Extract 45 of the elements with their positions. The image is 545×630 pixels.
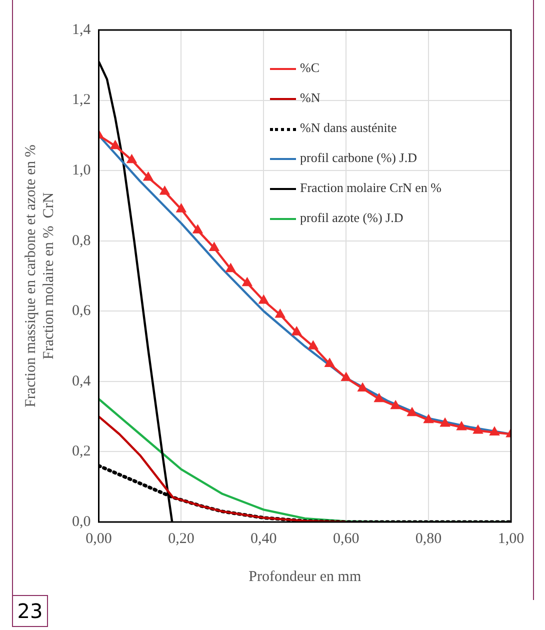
y-tick-label: 0,4 [72,373,92,390]
x-axis-title: Profondeur en mm [248,568,362,585]
legend-label: %N [300,90,320,106]
text: 23 [12,595,48,627]
legend-label: profil carbone (%) J.D [300,150,417,166]
y-tick-label: 0,2 [72,444,91,460]
y-tick-label: 0,0 [72,514,91,530]
y-axis-title: Fraction massique en carbone et azote en % Fraction molaire en % CrN [22,144,57,408]
x-tick-label: 0,40 [250,530,277,547]
point [490,427,500,436]
y-tick-label: 1,2 [72,92,91,108]
y-tick-label: 1,4 [72,22,92,38]
y-tick-label: 0,6 [72,303,92,320]
point [440,418,450,427]
point [276,310,285,318]
legend-label: profil azote (%) J.D [300,210,404,226]
point [456,422,466,430]
point [342,372,351,382]
point [374,394,384,402]
legend-label: %N dans austénite [300,120,397,136]
point [325,358,334,367]
point [473,426,483,434]
x-tick-label: 0,60 [332,530,360,547]
x-tick-label: 0,80 [415,530,442,547]
point [176,204,186,212]
x-tick-label: 0,00 [86,530,112,547]
point [226,264,236,272]
x-tick-label: 1,00 [498,530,524,547]
legend-label: Fraction molaire CrN en % [300,180,442,196]
point [424,414,434,424]
legend-label: %C [300,60,320,76]
point [292,327,302,336]
y-tick-label: 1,0 [72,162,91,179]
point [160,186,170,195]
point [391,400,400,410]
point [358,383,368,392]
point [210,242,219,251]
point [110,140,120,150]
point [407,408,417,416]
point [308,341,318,350]
point [193,225,202,234]
point [242,278,252,286]
y-tick-label: 0,8 [72,232,91,249]
x-tick-label: 0,20 [168,530,194,547]
point [127,154,136,164]
